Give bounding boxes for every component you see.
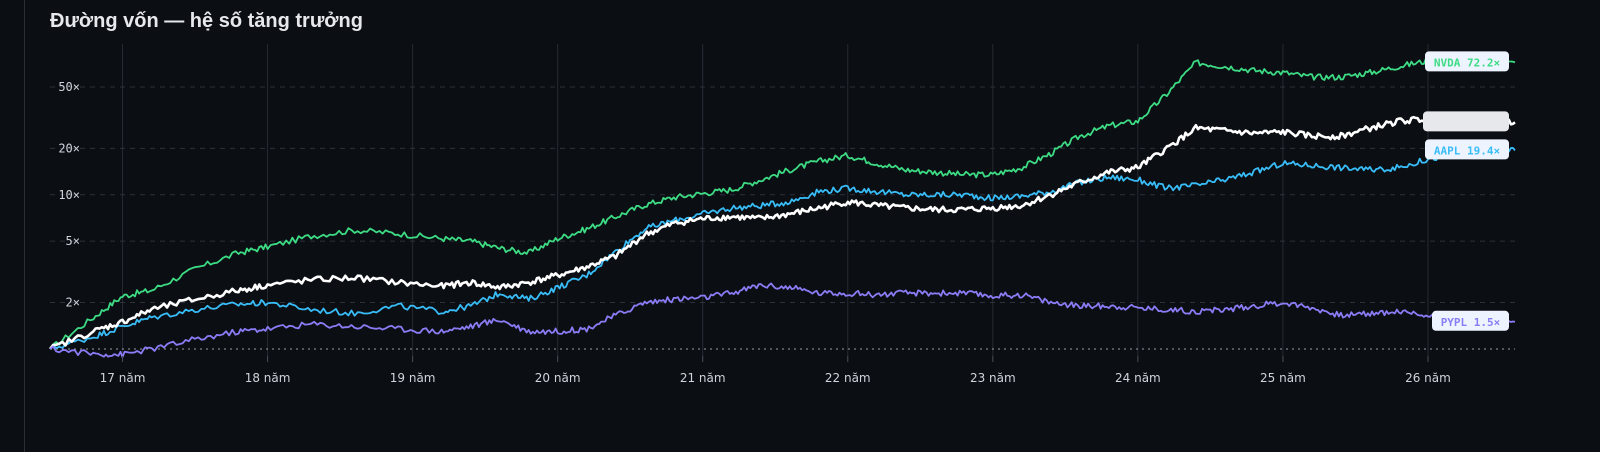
end-label-box: [1423, 111, 1509, 132]
end-labels: NVDA 72.2× AAPL 19.4× PYPL 1.5×: [1423, 51, 1509, 331]
series-line-aapl: [49, 147, 1516, 350]
end-label-text: NVDA 72.2×: [1434, 56, 1500, 69]
end-label-box: [1425, 51, 1509, 72]
end-label-aapl: AAPL 19.4×: [1425, 139, 1509, 160]
end-label-box: [1432, 310, 1509, 331]
series-line-nvda: [49, 57, 1516, 350]
axes: 17 năm 18 năm 19 năm 20 năm 21 năm 22 năm 23 n…: [58, 80, 1451, 385]
x-tick-label: 18 năm: [245, 371, 291, 385]
chart-panel: [24, 0, 1600, 452]
x-tick-label: 19 năm: [390, 371, 436, 385]
series-lines: [48, 57, 1516, 358]
y-tick-label: 20×: [58, 141, 80, 155]
series-line-pypl: [49, 282, 1516, 358]
x-tick-label: 26 năm: [1405, 371, 1451, 385]
y-tick-label: 5×: [66, 234, 80, 248]
chart-title: Đường vốn — hệ số tăng trưởng: [50, 10, 363, 32]
y-tick-label: 10×: [58, 188, 80, 202]
end-label-portfolio: [1423, 111, 1509, 132]
y-tick-label: 2×: [66, 296, 80, 310]
end-label-text: AAPL 19.4×: [1434, 144, 1500, 157]
y-tick-label: 50×: [58, 80, 80, 94]
end-label-pypl: PYPL 1.5×: [1432, 310, 1509, 331]
x-tick-label: 24 năm: [1115, 371, 1161, 385]
x-tick-label: 20 năm: [535, 371, 581, 385]
x-tick-label: 17 năm: [100, 371, 146, 385]
x-tick-label: 23 năm: [970, 371, 1016, 385]
grid: [50, 44, 1515, 356]
series-line-portfolio: [48, 115, 1516, 350]
end-label-nvda: NVDA 72.2×: [1425, 51, 1509, 72]
x-tick-label: 21 năm: [680, 371, 726, 385]
x-tick-label: 22 năm: [825, 371, 871, 385]
end-label-box: [1425, 139, 1509, 160]
end-label-text: PYPL 1.5×: [1441, 316, 1501, 329]
x-tick-label: 25 năm: [1260, 371, 1306, 385]
